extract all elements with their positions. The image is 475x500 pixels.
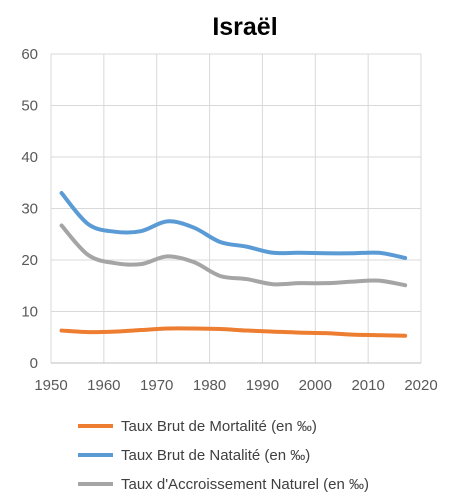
y-tick-label: 40 bbox=[21, 149, 38, 166]
y-tick-label: 0 bbox=[30, 355, 38, 372]
x-tick-label: 1990 bbox=[246, 377, 279, 394]
x-tick-label: 1960 bbox=[87, 377, 120, 394]
x-tick-label: 2000 bbox=[299, 377, 332, 394]
axes: 0 10 20 30 40 50 60 1950 1960 1970 1980 1990 2000 201… bbox=[21, 46, 437, 394]
x-tick-label: 2010 bbox=[351, 377, 384, 394]
series-line-mortality bbox=[59, 326, 408, 338]
legend-label-mortality: Taux Brut de Mortalité (en ‰) bbox=[121, 418, 317, 435]
chart-title: Israël bbox=[212, 13, 277, 41]
y-tick-label: 30 bbox=[21, 201, 38, 218]
legend-label-natality: Taux Brut de Natalité (en ‰) bbox=[121, 447, 310, 464]
series-line-natural-increase bbox=[59, 223, 408, 288]
y-tick-label: 20 bbox=[21, 252, 38, 269]
legend: Taux Brut de Mortalité (en ‰) Taux Brut d… bbox=[78, 418, 369, 493]
y-tick-label: 50 bbox=[21, 98, 38, 115]
series-group bbox=[59, 191, 408, 338]
y-tick-label: 60 bbox=[21, 46, 38, 63]
x-tick-label: 2020 bbox=[404, 377, 437, 394]
x-tick-label: 1950 bbox=[34, 377, 67, 394]
x-tick-label: 1980 bbox=[193, 377, 226, 394]
series-line-natality bbox=[59, 191, 408, 260]
x-tick-label: 1970 bbox=[140, 377, 173, 394]
y-tick-label: 10 bbox=[21, 304, 38, 321]
grid bbox=[50, 53, 422, 364]
legend-label-natural-increase: Taux d'Accroissement Naturel (en ‰) bbox=[121, 476, 369, 493]
